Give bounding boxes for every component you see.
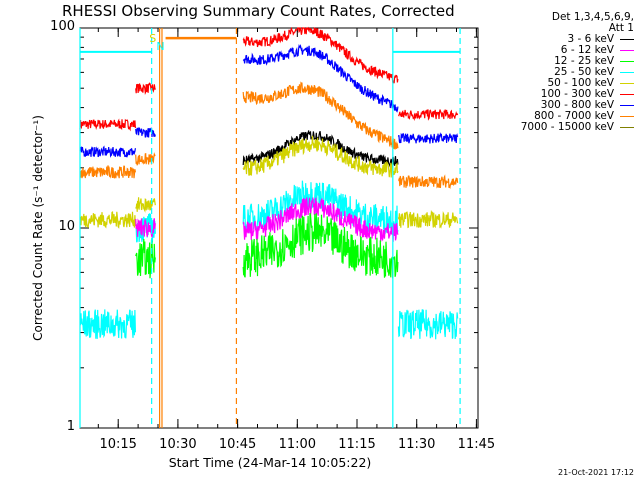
legend-entry-label: 100 - 300 keV (540, 88, 614, 100)
legend-entry: 6 - 12 keV (476, 45, 634, 56)
legend-entry: 12 - 25 keV (476, 56, 634, 67)
x-tick-label: 11:30 (397, 437, 436, 452)
x-tick-label: 10:30 (159, 437, 197, 452)
x-tick-label: 10:45 (218, 437, 257, 452)
legend-entry: 3 - 6 keV (476, 34, 634, 45)
annotation-n: N (156, 40, 164, 53)
legend-header-line: Det 1,3,4,5,6,9, (551, 11, 634, 23)
legend-entry-label: 25 - 50 keV (554, 66, 614, 78)
x-axis-label: Start Time (24-Mar-14 10:05:22) (168, 455, 372, 470)
legend-entry-label: 800 - 7000 keV (534, 110, 614, 122)
legend-entry-label: 300 - 800 keV (540, 99, 614, 111)
y-tick-label: 10 (58, 219, 75, 234)
legend-swatch (620, 72, 634, 73)
legend-swatch (620, 39, 634, 40)
legend-swatch (620, 83, 634, 84)
series-line (79, 81, 459, 190)
x-tick-label: 11:00 (278, 437, 317, 452)
legend-swatch (620, 105, 634, 106)
timestamp: 21-Oct-2021 17:12 (558, 468, 634, 477)
y-tick-label: 100 (50, 19, 75, 34)
legend-entry-label: 12 - 25 keV (554, 55, 614, 67)
legend-entry: 100 - 300 keV (476, 89, 634, 100)
legend-entry: 300 - 800 keV (476, 100, 634, 111)
series-line (79, 43, 459, 158)
legend-swatch (620, 94, 634, 95)
legend-entry: 7000 - 15000 keV (476, 122, 634, 133)
legend-entry: 50 - 100 keV (476, 78, 634, 89)
legend-swatch (620, 50, 634, 51)
chart-title: RHESSI Observing Summary Count Rates, Co… (62, 2, 455, 20)
annotation-s: S (149, 32, 156, 45)
series-line (79, 135, 459, 229)
legend-entry: 25 - 50 keV (476, 67, 634, 78)
legend-swatch (620, 61, 634, 62)
legend-entry-label: 6 - 12 keV (560, 44, 614, 56)
x-tick-label: 11:45 (457, 437, 496, 452)
series-line (242, 130, 399, 168)
y-tick-label: 1 (66, 419, 75, 434)
legend: Det 1,3,4,5,6,9, Att 1 3 - 6 keV 6 - 12 k… (476, 12, 634, 133)
legend-entry: 800 - 7000 keV (476, 111, 634, 122)
series-line (79, 26, 459, 132)
legend-header-line: Att 1 (608, 22, 634, 34)
legend-entry-label: 3 - 6 keV (567, 33, 614, 45)
x-tick-label: 11:15 (338, 437, 376, 452)
legend-entry-label: 50 - 100 keV (547, 77, 614, 89)
x-tick-label: 10:15 (99, 437, 137, 452)
legend-entry-label: 7000 - 15000 keV (520, 121, 614, 133)
legend-swatch (620, 116, 634, 117)
legend-swatch (620, 127, 634, 128)
series-line (135, 197, 399, 242)
